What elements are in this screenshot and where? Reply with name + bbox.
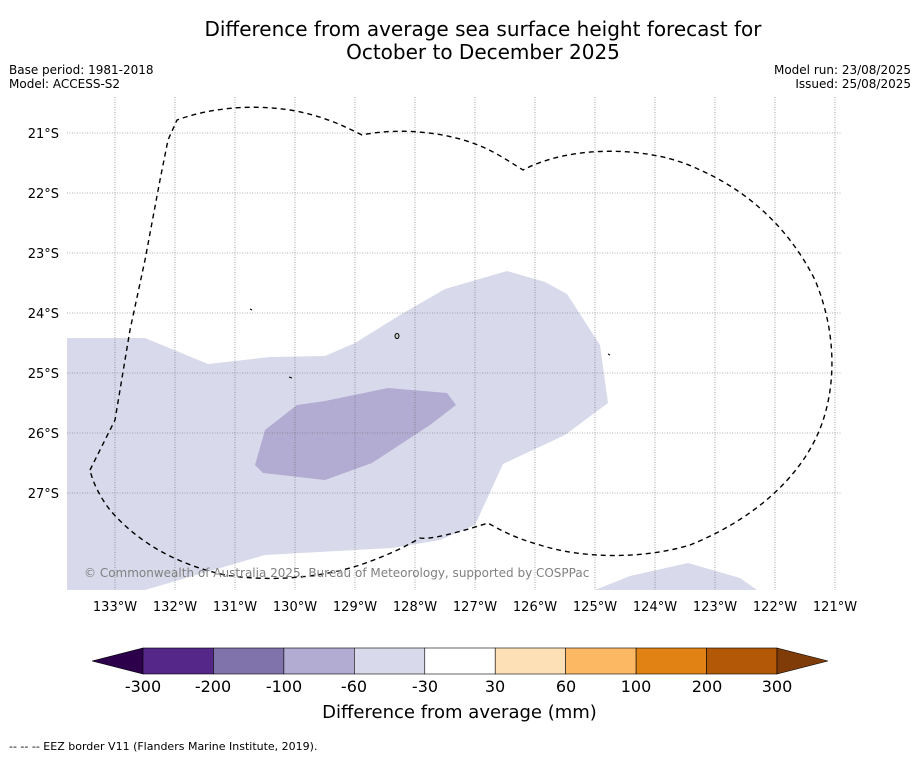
colorbar-segment	[283, 647, 355, 675]
island-marker	[607, 353, 611, 356]
colorbar-tick: 200	[691, 677, 723, 696]
lon-label: 125°W	[573, 600, 617, 615]
colorbar-segment	[213, 647, 285, 675]
lon-label: 128°W	[393, 600, 437, 615]
lat-label: 22°S	[28, 187, 59, 202]
issued-date: Issued: 25/08/2025	[795, 77, 911, 91]
island-marker	[249, 308, 253, 311]
copyright-text: © Commonwealth of Australia 2025, Bureau…	[84, 566, 589, 580]
lon-label: 132°W	[153, 600, 197, 615]
colorbar-tick: -100	[265, 677, 303, 696]
anomaly-contours	[67, 271, 757, 590]
lat-label: 24°S	[28, 307, 59, 322]
colorbar-tick: -60	[340, 677, 368, 696]
colorbar-tick: 60	[555, 677, 577, 696]
lon-label: 126°W	[513, 600, 557, 615]
colorbar-segment	[706, 647, 778, 675]
colorbar-segment	[424, 647, 496, 675]
colorbar-segment	[565, 647, 637, 675]
map-title: Difference from average sea surface heig…	[0, 18, 919, 64]
colorbar-tick: 30	[484, 677, 506, 696]
lat-label: 21°S	[28, 127, 59, 142]
lon-label: 124°W	[633, 600, 677, 615]
lat-label: 27°S	[28, 487, 59, 502]
meta-right: Model run: 23/08/2025 Issued: 25/08/2025	[774, 63, 911, 91]
colorbar-tick: -300	[124, 677, 162, 696]
lon-label: 121°W	[813, 600, 857, 615]
colorbar-label: Difference from average (mm)	[322, 702, 597, 723]
colorbar-segment	[635, 647, 707, 675]
colorbar-segment	[494, 647, 566, 675]
colorbar	[91, 647, 829, 675]
lon-label: 130°W	[273, 600, 317, 615]
model-name: Model: ACCESS-S2	[9, 77, 121, 91]
colorbar-tick: 300	[761, 677, 793, 696]
colorbar-tick: -30	[411, 677, 439, 696]
anomaly-region-minus60	[255, 388, 456, 480]
lat-label: 26°S	[28, 427, 59, 442]
lon-label: 129°W	[333, 600, 377, 615]
graticule	[67, 97, 842, 590]
lat-label: 25°S	[28, 367, 59, 382]
lon-label: 123°W	[693, 600, 737, 615]
model-run: Model run: 23/08/2025	[773, 63, 911, 77]
lon-label: 122°W	[753, 600, 797, 615]
lon-label: 127°W	[453, 600, 497, 615]
anomaly-region-minus30-south	[595, 563, 757, 590]
lon-label: 133°W	[93, 600, 137, 615]
colorbar-extend-low	[91, 647, 144, 675]
title-line-2: October to December 2025	[346, 40, 620, 64]
island-marker	[394, 333, 400, 339]
island-marker	[288, 376, 293, 379]
colorbar-extend-high	[776, 647, 829, 675]
colorbar-segment	[354, 647, 426, 675]
base-period: Base period: 1981-2018	[9, 63, 154, 77]
lon-label: 131°W	[213, 600, 257, 615]
lat-label: 23°S	[28, 247, 59, 262]
meta-left: Base period: 1981-2018 Model: ACCESS-S2	[9, 63, 154, 91]
eez-footnote: -- -- -- EEZ border V11 (Flanders Marine…	[9, 740, 318, 753]
colorbar-tick: 100	[620, 677, 652, 696]
colorbar-tick: -200	[194, 677, 232, 696]
colorbar-segment	[142, 647, 214, 675]
title-line-1: Difference from average sea surface heig…	[204, 17, 762, 41]
